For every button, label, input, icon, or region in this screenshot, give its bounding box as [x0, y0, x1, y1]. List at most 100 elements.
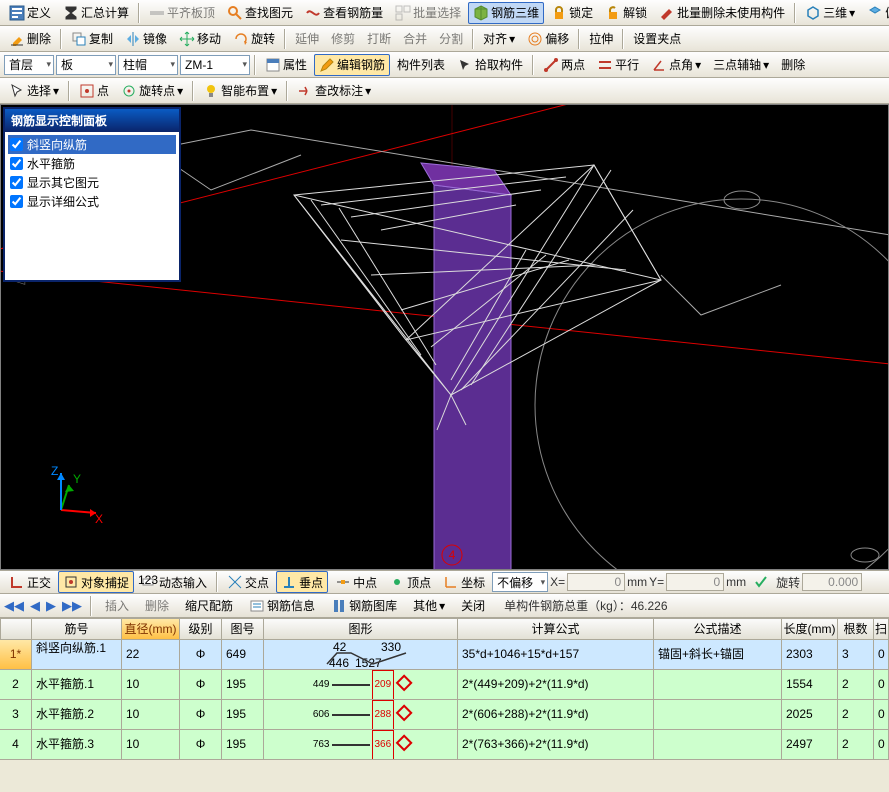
extend-button[interactable]: 延伸 [290, 28, 324, 50]
snap-mid[interactable]: 中点 [330, 571, 382, 593]
offset-dropdown[interactable]: 不偏移 [492, 572, 548, 592]
cell-cnt[interactable]: 2 [838, 730, 874, 760]
item-dropdown[interactable]: ZM-1 [180, 55, 250, 75]
cell-len[interactable]: 2025 [782, 700, 838, 730]
copy-button[interactable]: 复制 [66, 28, 118, 50]
delete-button[interactable]: 删除 [4, 28, 56, 50]
row-head[interactable]: 4 [0, 730, 32, 760]
cell-formula[interactable]: 2*(763+366)+2*(11.9*d) [458, 730, 654, 760]
snap-perp[interactable]: 垂点 [276, 571, 328, 593]
rebar-lib-button[interactable]: 钢筋图库 [326, 595, 402, 617]
lock-button[interactable]: 锁定 [546, 2, 598, 24]
snap-top[interactable]: 顶点 [384, 571, 436, 593]
merge-button[interactable]: 合并 [398, 28, 432, 50]
split-button[interactable]: 分割 [434, 28, 468, 50]
cell-cnt[interactable]: 2 [838, 700, 874, 730]
batch-delete-button[interactable]: 批量删除未使用构件 [654, 2, 790, 24]
cell-formula[interactable]: 35*d+1046+15*d+157 [458, 640, 654, 670]
cell-x[interactable]: 0 [874, 640, 889, 670]
col-head-desc[interactable]: 公式描述 [654, 618, 782, 640]
define-button[interactable]: 定义 [4, 2, 56, 24]
cell-dia[interactable]: 10 [122, 670, 180, 700]
col-head-grade[interactable]: 级别 [180, 618, 222, 640]
snap-toggle[interactable]: 对象捕捉 [58, 571, 134, 593]
delete-row-button[interactable]: 删除 [140, 595, 174, 617]
col-head-cnt[interactable]: 根数 [838, 618, 874, 640]
cell-formula[interactable]: 2*(449+209)+2*(11.9*d) [458, 670, 654, 700]
unlock-button[interactable]: 解锁 [600, 2, 652, 24]
cell-desc[interactable] [654, 730, 782, 760]
align-button[interactable]: 对齐 ▾ [478, 28, 520, 50]
rotate-button[interactable]: 旋转 [228, 28, 280, 50]
stretch-button[interactable]: 拉伸 [584, 28, 618, 50]
offset-button[interactable]: 偏移 [522, 28, 574, 50]
cell-x[interactable]: 0 [874, 670, 889, 700]
cell-formula[interactable]: 2*(606+288)+2*(11.9*d) [458, 700, 654, 730]
checkbox[interactable] [10, 138, 23, 151]
row-head[interactable]: 3 [0, 700, 32, 730]
rot-value[interactable]: 0.000 [802, 573, 862, 591]
cell-cnt[interactable]: 3 [838, 640, 874, 670]
nav-next[interactable]: ▶ [46, 598, 56, 614]
three-point-button[interactable]: 三点辅轴 ▾ [708, 54, 774, 76]
del-aux-button[interactable]: 删除 [776, 54, 810, 76]
mirror-button[interactable]: 镜像 [120, 28, 172, 50]
col-head-shape[interactable]: 图形 [264, 618, 458, 640]
col-head-formula[interactable]: 计算公式 [458, 618, 654, 640]
batch-select-button[interactable]: 批量选择 [390, 2, 466, 24]
viewport-3d[interactable]: 4 ◅ X Y Z 钢筋显示控制面板 斜竖向纵筋 水平箍筋 显示其它图元 显示详… [0, 104, 889, 570]
cell-shape[interactable]: 449209 [264, 670, 458, 700]
rebar-3d-button[interactable]: 钢筋三维 [468, 2, 544, 24]
component-list-button[interactable]: 构件列表 [392, 54, 450, 76]
panel-item-2[interactable]: 显示其它图元 [8, 173, 176, 192]
checkbox[interactable] [10, 176, 23, 189]
edit-rebar-button[interactable]: 编辑钢筋 [314, 54, 390, 76]
cell-fig[interactable]: 195 [222, 730, 264, 760]
break-button[interactable]: 打断 [362, 28, 396, 50]
category-dropdown[interactable]: 板 [56, 55, 116, 75]
col-head-x[interactable]: 扫 [874, 618, 889, 640]
point-angle-button[interactable]: 点角 ▾ [646, 54, 706, 76]
cell-grade[interactable]: Φ [180, 670, 222, 700]
view3d-button[interactable]: 三维 ▾ [800, 2, 860, 24]
cell-len[interactable]: 2497 [782, 730, 838, 760]
cell-x[interactable]: 0 [874, 700, 889, 730]
cell-shape[interactable]: 606288 [264, 700, 458, 730]
cell-desc[interactable]: 锚固+斜长+锚固 [654, 640, 782, 670]
col-head-num[interactable]: 筋号 [32, 618, 122, 640]
col-head-len[interactable]: 长度(mm) [782, 618, 838, 640]
cell-name[interactable]: 水平箍筋.2 [32, 700, 122, 730]
nav-last[interactable]: ▶▶ [62, 598, 82, 614]
rebar-display-panel[interactable]: 钢筋显示控制面板 斜竖向纵筋 水平箍筋 显示其它图元 显示详细公式 [3, 107, 181, 282]
cell-grade[interactable]: Φ [180, 640, 222, 670]
cell-dia[interactable]: 22 [122, 640, 180, 670]
mod-note-button[interactable]: 查改标注 ▾ [292, 80, 376, 102]
cell-x[interactable]: 0 [874, 730, 889, 760]
cell-shape[interactable]: 424461527330 [264, 640, 458, 670]
close-button[interactable]: 关闭 [456, 595, 490, 617]
cell-fig[interactable]: 195 [222, 670, 264, 700]
col-head-fig[interactable]: 图号 [222, 618, 264, 640]
set-grip-button[interactable]: 设置夹点 [628, 28, 686, 50]
point-button[interactable]: 点 [74, 80, 114, 102]
y-value[interactable]: 0 [666, 573, 724, 591]
pick-component-button[interactable]: 拾取构件 [452, 54, 528, 76]
cell-cnt[interactable]: 2 [838, 670, 874, 700]
snap-coord[interactable]: 坐标 [438, 571, 490, 593]
col-head-blank[interactable] [0, 618, 32, 640]
cell-dia[interactable]: 10 [122, 700, 180, 730]
sum-button[interactable]: 汇总计算 [58, 2, 134, 24]
dyn-toggle[interactable]: 123动态输入 [136, 571, 212, 593]
subcat-dropdown[interactable]: 柱帽 [118, 55, 178, 75]
iso-button[interactable]: 俯视 [862, 2, 889, 24]
view-rebar-button[interactable]: 查看钢筋量 [300, 2, 388, 24]
cell-desc[interactable] [654, 670, 782, 700]
scale-button[interactable]: 缩尺配筋 [180, 595, 238, 617]
parallel-button[interactable]: 平行 [592, 54, 644, 76]
cell-name[interactable]: 水平箍筋.3 [32, 730, 122, 760]
panel-item-0[interactable]: 斜竖向纵筋 [8, 135, 176, 154]
checkbox[interactable] [10, 195, 23, 208]
cell-grade[interactable]: Φ [180, 730, 222, 760]
x-value[interactable]: 0 [567, 573, 625, 591]
insert-button[interactable]: 插入 [100, 595, 134, 617]
